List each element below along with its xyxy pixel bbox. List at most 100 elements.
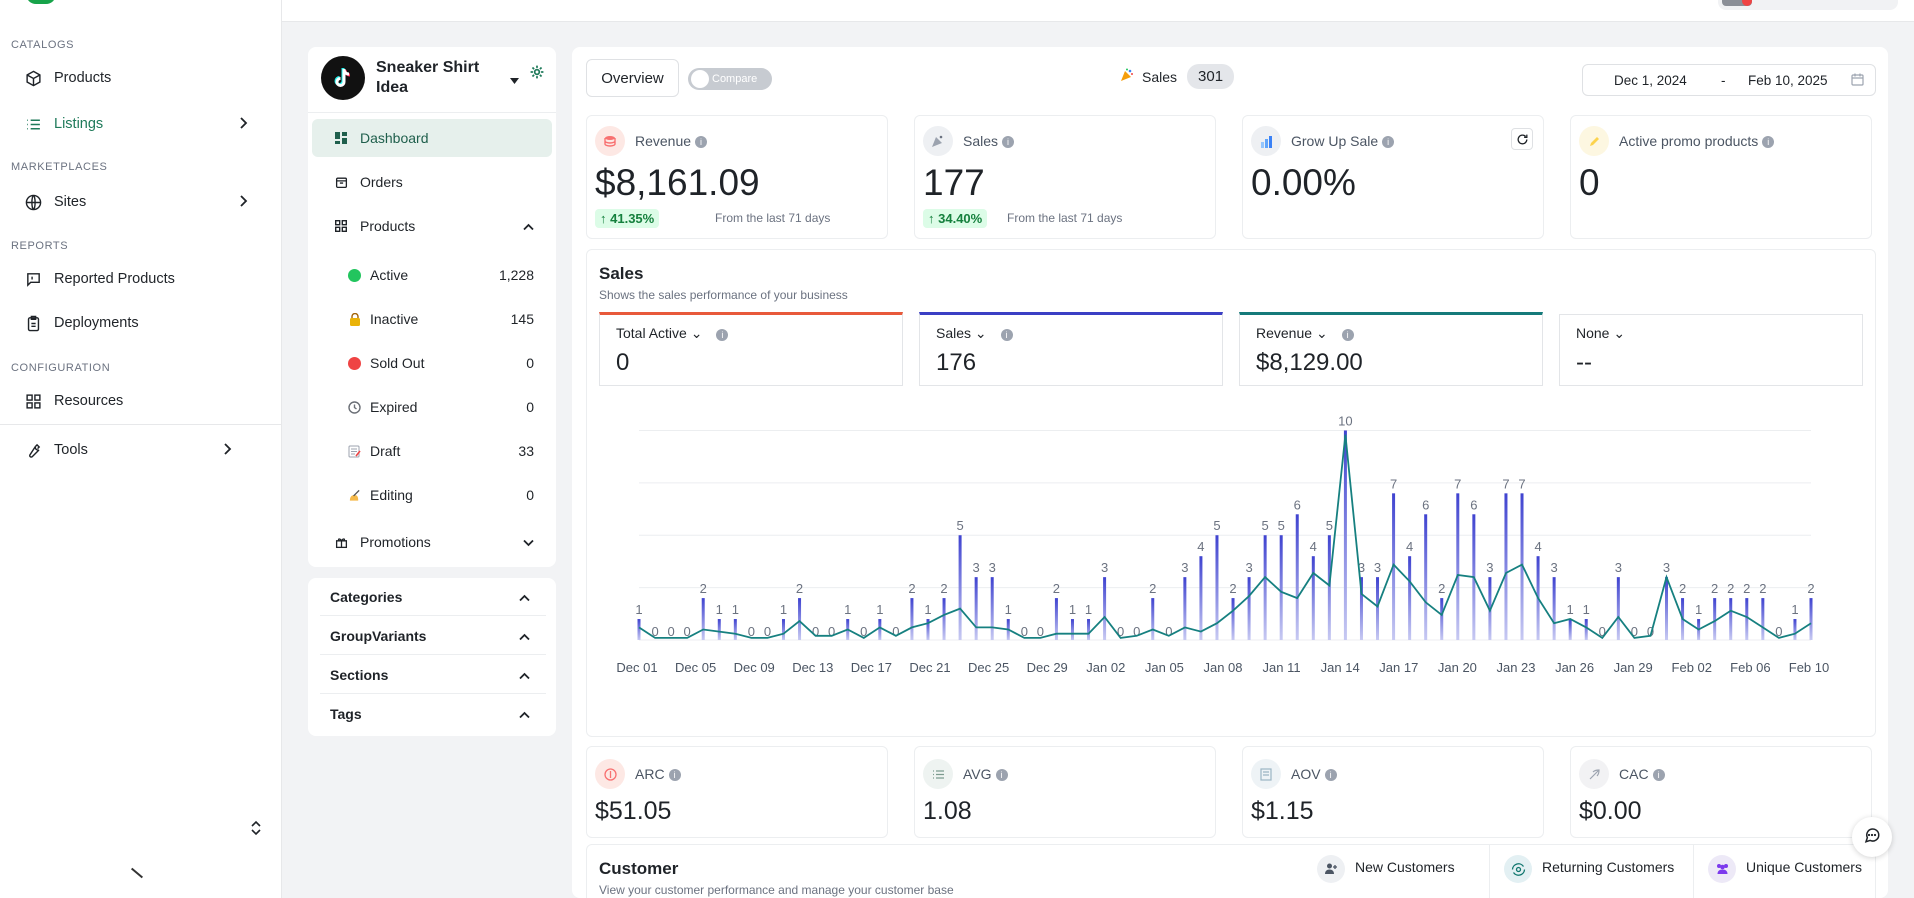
filter-group-variants[interactable]: GroupVariants	[320, 617, 546, 655]
sidebar-item-reported-products[interactable]: Reported Products	[0, 259, 270, 299]
date-start[interactable]: Dec 1, 2024	[1614, 73, 1687, 88]
kpi-value: $1.15	[1251, 797, 1314, 825]
metric-tab-sales[interactable]: Sales ⌄ i 176	[919, 312, 1223, 386]
filter-categories[interactable]: Categories	[320, 578, 546, 616]
chart-bar	[1809, 598, 1813, 640]
shop-nav-orders[interactable]: Orders	[312, 163, 552, 201]
chart-data-label: 1	[1567, 602, 1574, 617]
app-logo	[26, 0, 56, 4]
status-row-sold-out[interactable]: Sold Out 0	[312, 346, 552, 380]
chart-bar	[1376, 577, 1380, 640]
chart-data-label: 0	[812, 624, 819, 639]
chart-bar	[1087, 619, 1091, 640]
kpi-label: Sales	[963, 133, 999, 149]
globe-icon	[24, 193, 42, 211]
chevron-up-down-icon[interactable]	[250, 820, 262, 841]
kpi-active-promo-products: Active promo products i 0	[1570, 115, 1872, 239]
caret-down-icon[interactable]	[510, 71, 519, 89]
calendar-icon[interactable]	[1851, 73, 1864, 89]
clipboard-icon	[24, 314, 42, 332]
metric-tab-total-active[interactable]: Total Active ⌄ i 0	[599, 312, 903, 386]
status-label: Expired	[370, 399, 418, 415]
info-icon[interactable]: i	[1382, 136, 1395, 148]
chart-x-tick-label: Dec 29	[1027, 660, 1068, 675]
shop-nav-dashboard[interactable]: Dashboard	[312, 119, 552, 157]
status-row-inactive[interactable]: Inactive 145	[312, 302, 552, 336]
metric-value: 0	[616, 349, 630, 376]
date-end[interactable]: Feb 10, 2025	[1748, 73, 1828, 88]
tiktok-logo-icon	[321, 56, 365, 100]
date-separator: -	[1721, 73, 1726, 88]
sales-chip-count: 301	[1187, 64, 1235, 89]
shop-nav-promotions[interactable]: Promotions	[312, 523, 552, 561]
shop-name[interactable]: Sneaker Shirt Idea	[376, 59, 480, 96]
info-icon[interactable]: i	[1341, 329, 1354, 341]
chart-bar	[942, 598, 946, 640]
filter-sections[interactable]: Sections	[320, 656, 546, 694]
chart-bar	[1616, 577, 1620, 640]
info-icon[interactable]: i	[995, 769, 1008, 781]
sidebar-item-tools[interactable]: Tools	[0, 430, 254, 470]
sidebar-item-listings[interactable]: Listings	[0, 104, 270, 144]
chart-x-tick-label: Dec 21	[909, 660, 950, 675]
status-row-active[interactable]: Active 1,228	[312, 258, 552, 292]
chat-button[interactable]	[1852, 817, 1892, 857]
overview-button[interactable]: Overview	[586, 59, 679, 97]
metric-tab-revenue[interactable]: Revenue ⌄ i $8,129.00	[1239, 312, 1543, 386]
chart-data-label: 0	[651, 624, 658, 639]
chart-data-label: 4	[1197, 539, 1204, 554]
chevron-up-icon	[519, 667, 530, 683]
status-row-expired[interactable]: Expired 0	[312, 390, 552, 424]
green-dot-icon	[348, 269, 361, 282]
customer-tab-unique[interactable]: Unique Customers	[1693, 845, 1877, 898]
compare-toggle[interactable]: Compare	[688, 68, 772, 90]
list-check-icon	[923, 759, 953, 789]
info-icon[interactable]: i	[1762, 136, 1775, 148]
status-row-draft[interactable]: Draft 33	[312, 434, 552, 468]
chart-x-tick-label: Feb 02	[1672, 660, 1712, 675]
sidebar-item-resources[interactable]: Resources	[0, 381, 270, 421]
chart-bar	[1424, 514, 1428, 640]
chart-data-label: 3	[973, 560, 980, 575]
chart-data-label: 4	[1406, 539, 1413, 554]
chart-data-label: 2	[1727, 581, 1734, 596]
shop-nav-products[interactable]: Products	[312, 207, 552, 245]
chart-data-label: 2	[1807, 581, 1814, 596]
customer-tab-returning[interactable]: Returning Customers	[1489, 845, 1693, 898]
sidebar-item-products[interactable]: Products	[0, 58, 270, 98]
chart-x-tick-label: Jan 17	[1379, 660, 1418, 675]
info-icon[interactable]: i	[716, 329, 729, 341]
avatar[interactable]	[1722, 0, 1752, 6]
customer-tab-new[interactable]: New Customers	[1303, 845, 1489, 898]
chart-bar	[1343, 430, 1347, 640]
section-subtitle: View your customer performance and manag…	[599, 883, 954, 897]
gear-icon[interactable]	[530, 65, 544, 84]
sidebar-item-deployments[interactable]: Deployments	[0, 303, 270, 343]
date-range-picker[interactable]: Dec 1, 2024 - Feb 10, 2025	[1582, 64, 1876, 96]
kpi-label: ARC	[635, 766, 665, 782]
chart-bar	[958, 535, 962, 640]
status-row-editing[interactable]: Editing 0	[312, 478, 552, 512]
refresh-icon[interactable]	[1511, 128, 1533, 150]
info-icon[interactable]: i	[668, 769, 681, 781]
user-menu[interactable]	[1718, 0, 1898, 10]
arrow-up-icon: ↑	[600, 211, 611, 226]
circle-dollar-icon	[595, 759, 625, 789]
kpi-label: Active promo products	[1619, 133, 1759, 149]
chart-bar	[1408, 556, 1412, 640]
chart-data-label: 0	[1133, 624, 1140, 639]
chart-bar	[1199, 556, 1203, 640]
chart-data-label: 5	[1278, 518, 1285, 533]
metric-tab-none[interactable]: None ⌄ --	[1559, 314, 1863, 386]
info-icon[interactable]: i	[1000, 329, 1013, 341]
chart-data-label: 0	[684, 624, 691, 639]
sidebar-item-sites[interactable]: Sites	[0, 182, 270, 222]
info-icon[interactable]: i	[1652, 769, 1665, 781]
chart-data-label: 1	[1695, 602, 1702, 617]
info-icon[interactable]: i	[1324, 769, 1337, 781]
sales-section: Sales Shows the sales performance of you…	[586, 249, 1876, 737]
info-icon[interactable]: i	[1002, 136, 1015, 148]
info-icon[interactable]: i	[695, 136, 708, 148]
filter-tags[interactable]: Tags	[320, 695, 546, 733]
shop-nav-label: Promotions	[360, 534, 431, 550]
